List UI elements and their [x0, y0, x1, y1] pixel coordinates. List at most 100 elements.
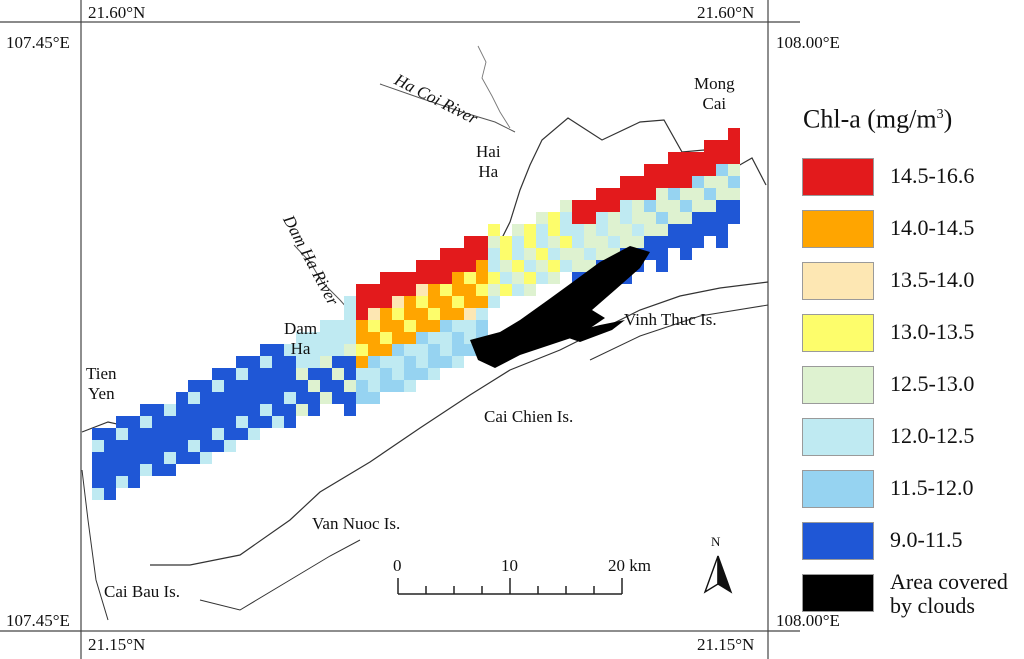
chl-a-cell	[116, 452, 128, 464]
chl-a-cell	[212, 368, 224, 380]
chl-a-cell	[104, 428, 116, 440]
chl-a-cell	[488, 248, 500, 260]
chl-a-cell	[104, 464, 116, 476]
chl-a-cell	[176, 428, 188, 440]
legend-swatch	[802, 418, 874, 456]
chl-a-cell	[296, 380, 308, 392]
chl-a-cell	[272, 356, 284, 368]
chl-a-cell	[248, 416, 260, 428]
chl-a-cell	[356, 320, 368, 332]
chl-a-cell	[536, 272, 548, 284]
lat-top-left: 21.60°N	[88, 3, 146, 22]
chl-a-cell	[392, 344, 404, 356]
chl-a-cell	[692, 188, 704, 200]
chl-a-cell	[308, 380, 320, 392]
chl-a-cell	[464, 296, 476, 308]
chl-a-cell	[440, 356, 452, 368]
chl-a-cell	[416, 332, 428, 344]
chl-a-cell	[308, 368, 320, 380]
chl-a-cell	[176, 404, 188, 416]
chl-a-cell	[428, 344, 440, 356]
chl-a-cell	[176, 452, 188, 464]
chl-a-cell	[500, 248, 512, 260]
chl-a-cell	[656, 260, 668, 272]
chl-a-cell	[560, 224, 572, 236]
chl-a-cell	[680, 176, 692, 188]
chl-a-cell	[728, 128, 740, 140]
chl-a-cell	[668, 164, 680, 176]
chl-a-cell	[164, 464, 176, 476]
chl-a-cell	[224, 416, 236, 428]
cloud-area-tail	[560, 320, 625, 342]
chl-a-cell	[644, 200, 656, 212]
chl-a-cell	[488, 284, 500, 296]
chl-a-cell	[176, 392, 188, 404]
chl-a-cell	[320, 320, 332, 332]
chl-a-cell	[680, 164, 692, 176]
chl-a-cell	[452, 308, 464, 320]
chl-a-cell	[716, 212, 728, 224]
chl-a-cell	[620, 188, 632, 200]
chl-a-cell	[620, 200, 632, 212]
chl-a-cell	[128, 452, 140, 464]
chl-a-cell	[356, 284, 368, 296]
chl-a-cell	[248, 404, 260, 416]
chl-a-cell	[620, 212, 632, 224]
chl-a-cell	[656, 164, 668, 176]
chl-a-cell	[560, 248, 572, 260]
chl-a-cell	[116, 476, 128, 488]
chl-a-cell	[356, 296, 368, 308]
chl-a-cell	[260, 392, 272, 404]
chl-a-cell	[152, 452, 164, 464]
chl-a-cell	[440, 272, 452, 284]
scale-tick-20: 20 km	[608, 556, 651, 575]
chl-a-cell	[596, 248, 608, 260]
chl-a-cell	[416, 356, 428, 368]
chl-a-cell	[548, 212, 560, 224]
chl-a-cell	[488, 224, 500, 236]
chl-a-cell	[368, 332, 380, 344]
chl-a-cell	[716, 200, 728, 212]
place-hai-ha: Hai Ha	[476, 142, 501, 181]
chl-a-cell	[704, 188, 716, 200]
chl-a-cell	[128, 428, 140, 440]
chl-a-cell	[164, 428, 176, 440]
chl-a-cell	[668, 224, 680, 236]
chl-a-cell	[680, 248, 692, 260]
chl-a-cell	[332, 356, 344, 368]
chl-a-cell	[668, 152, 680, 164]
chl-a-grid	[92, 128, 740, 500]
chl-a-cell	[92, 464, 104, 476]
chl-a-cell	[560, 260, 572, 272]
chl-a-cell	[92, 452, 104, 464]
chl-a-cell	[344, 380, 356, 392]
chl-a-cell	[344, 320, 356, 332]
chl-a-cell	[656, 200, 668, 212]
chl-a-cell	[536, 224, 548, 236]
chl-a-cell	[188, 452, 200, 464]
chl-a-cell	[248, 356, 260, 368]
chl-a-cell	[572, 200, 584, 212]
chl-a-cell	[236, 428, 248, 440]
chl-a-cell	[440, 320, 452, 332]
legend-label: 13.5-14.0	[890, 267, 975, 292]
chl-a-cell	[296, 356, 308, 368]
chl-a-cell	[716, 140, 728, 152]
chl-a-cell	[428, 296, 440, 308]
chl-a-cell	[512, 248, 524, 260]
chl-a-cell	[164, 452, 176, 464]
chl-a-cell	[524, 236, 536, 248]
chl-a-cell	[668, 200, 680, 212]
chl-a-cell	[596, 236, 608, 248]
chl-a-cell	[320, 344, 332, 356]
place-van-nuoc: Van Nuoc Is.	[312, 514, 401, 533]
chl-a-cell	[692, 164, 704, 176]
chl-a-cell	[692, 152, 704, 164]
chl-a-cell	[428, 320, 440, 332]
chl-a-cell	[392, 380, 404, 392]
chl-a-cell	[152, 464, 164, 476]
chl-a-cell	[200, 428, 212, 440]
chl-a-cell	[92, 476, 104, 488]
chl-a-cell	[476, 308, 488, 320]
chl-a-cell	[728, 140, 740, 152]
